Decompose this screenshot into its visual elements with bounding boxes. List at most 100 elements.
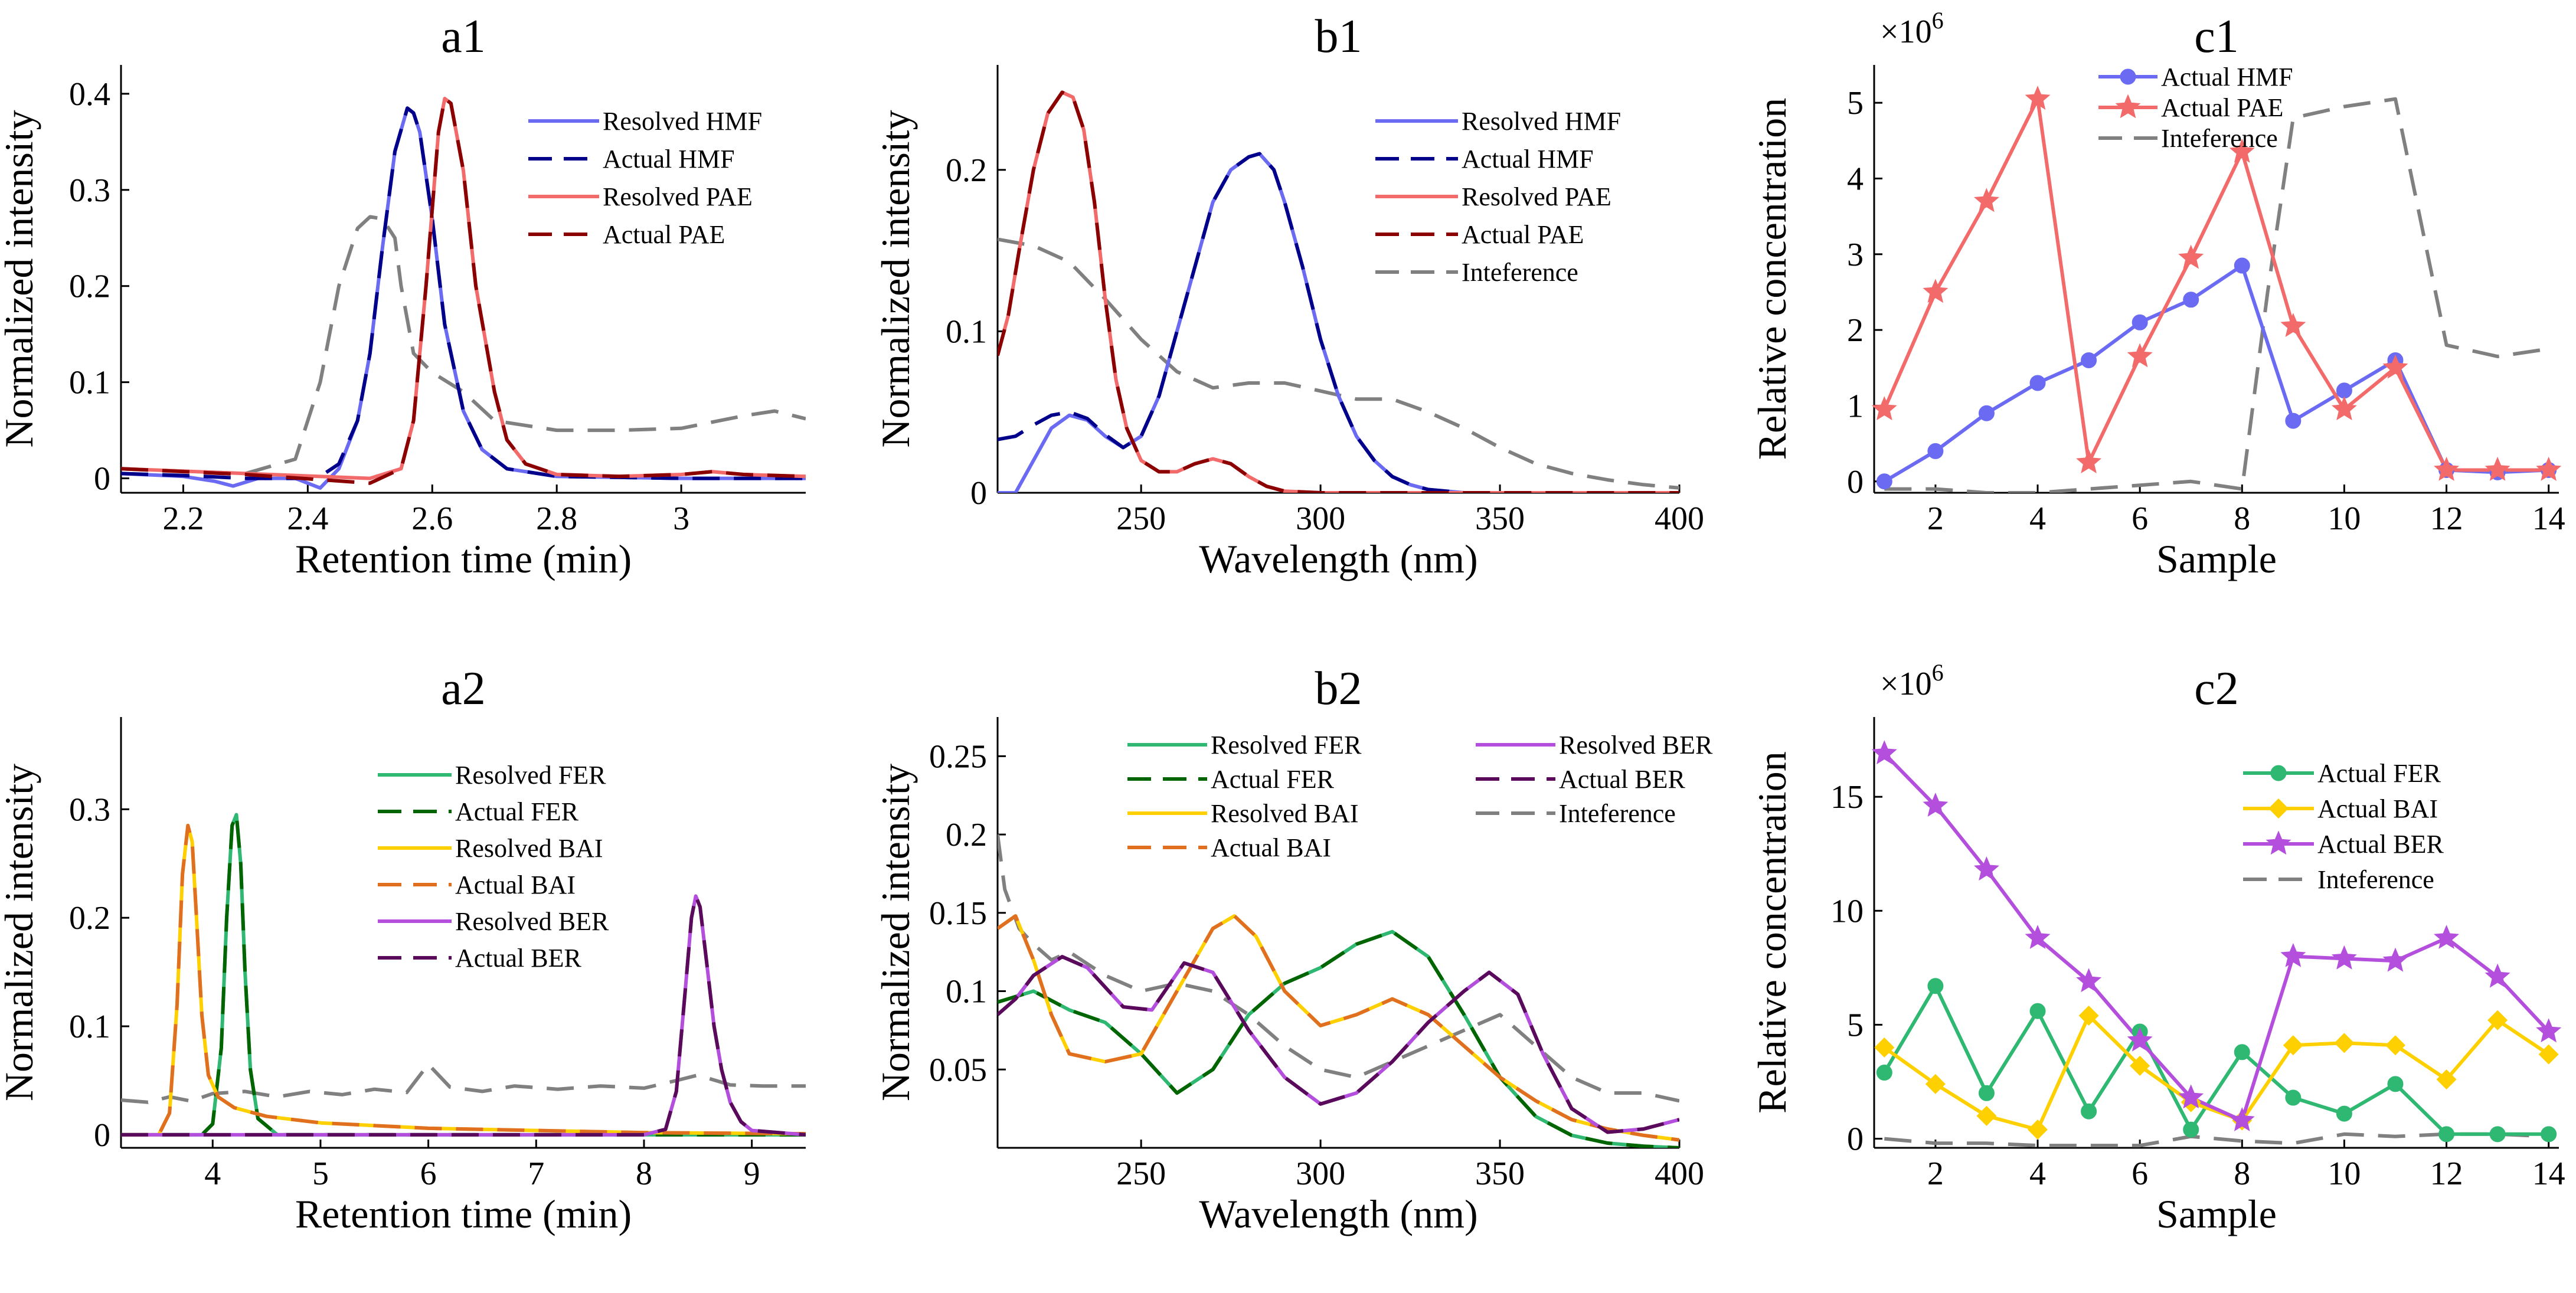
legend-label: Actual BAI [455, 870, 576, 899]
data-point-actual-hmf [2336, 382, 2352, 399]
x-tick-label: 10 [2327, 1155, 2361, 1192]
data-point-actual-hmf [2234, 257, 2250, 274]
y-axis-label: Relative concentration [1750, 751, 1794, 1114]
y-tick-label: 0.2 [946, 152, 987, 189]
x-tick-label: 8 [636, 1155, 652, 1192]
plot-area [998, 90, 1679, 493]
legend-label: Actual BER [1559, 765, 1686, 794]
x-tick-label: 8 [2234, 500, 2250, 537]
x-tick-label: 2 [1927, 500, 1944, 537]
x-tick-label: 2.2 [162, 500, 204, 537]
x-tick-label: 250 [1116, 1155, 1166, 1192]
x-tick-label: 400 [1655, 1155, 1704, 1192]
series-line-inteference [1884, 97, 2549, 493]
x-axis-label: Sample [2156, 536, 2277, 581]
y-axis-label: Normalized intensity [0, 110, 41, 447]
series-line-inteference [121, 215, 806, 476]
series-line-actual-fer [998, 929, 1679, 1148]
data-point-actual-fer [1876, 1065, 1892, 1081]
data-point-actual-bai [2130, 1055, 2150, 1076]
x-tick-label: 3 [673, 500, 689, 537]
data-point-actual-pae [1871, 396, 1897, 421]
series-line-inteference [998, 834, 1679, 1103]
legend-label: Actual FER [455, 797, 579, 826]
data-point-actual-fer [2081, 1103, 2097, 1119]
legend-marker [2120, 68, 2136, 85]
x-tick-label: 14 [2532, 500, 2565, 537]
data-point-actual-ber [2229, 1107, 2255, 1131]
x-axis-label: Retention time (min) [295, 1191, 632, 1236]
x-tick-label: 350 [1475, 500, 1525, 537]
legend-label: Actual PAE [2161, 93, 2283, 122]
y-tick-label: 5 [1847, 85, 1864, 122]
data-point-actual-hmf [2285, 413, 2302, 429]
series-line-actual-ber [1883, 752, 2550, 1122]
data-point-actual-hmf [1978, 405, 1995, 421]
chart-panel-a1: a1 2.2 2.4 2.6 2.8 3 0 0.1 0.2 0.3 0.4 Retention ti… [0, 11, 806, 581]
y-tick-label: 0.25 [929, 738, 987, 775]
y-tick-label: 10 [1830, 893, 1864, 929]
series-line-resolved-bai [998, 914, 1679, 1142]
y-tick-label: 0 [970, 475, 987, 512]
multiplier-base: ×10 [1880, 666, 1932, 702]
y-tick-label: 0 [1847, 1121, 1864, 1158]
axis-multiplier: ×106 [1880, 659, 1944, 702]
series-line-actual-bai [998, 914, 1679, 1142]
legend-marker [2268, 798, 2289, 819]
y-tick-label: 15 [1830, 779, 1864, 816]
legend: Resolved FER Actual FER Resolved BAI Actual… [1127, 731, 1713, 862]
x-tick-label: 400 [1655, 500, 1704, 537]
legend-label: Resolved PAE [603, 182, 753, 211]
x-tick-label: 9 [744, 1155, 760, 1192]
panel-title: a2 [441, 663, 486, 715]
legend-label: Actual BER [2317, 830, 2444, 859]
legend: Actual FER Actual BAI Actual BER Inteferenc… [2243, 759, 2444, 894]
x-tick-label: 10 [2327, 500, 2361, 537]
x-tick-label: 2.6 [411, 500, 453, 537]
legend-label: Actual FER [2317, 759, 2441, 788]
multiplier-exponent: 6 [1932, 7, 1944, 34]
data-point-actual-ber [1871, 740, 1897, 765]
x-tick-label: 14 [2532, 1155, 2565, 1192]
x-tick-label: 8 [2234, 1155, 2250, 1192]
data-point-actual-pae [1923, 279, 1949, 303]
data-point-actual-hmf [2081, 352, 2097, 368]
data-point-actual-fer [2285, 1089, 2302, 1106]
y-tick-label: 0.1 [69, 1009, 110, 1045]
series-line-actual-fer [1882, 984, 2549, 1136]
data-point-actual-hmf [1927, 443, 1944, 459]
data-point-actual-fer [2234, 1044, 2250, 1060]
x-tick-label: 12 [2430, 1155, 2463, 1192]
data-point-actual-pae [2485, 456, 2510, 481]
series-line-actual-bai [1883, 1014, 2550, 1132]
x-tick-label: 300 [1296, 1155, 1345, 1192]
axis-multiplier: ×106 [1880, 7, 1944, 50]
y-tick-label: 0.2 [69, 900, 110, 937]
chart-panel-b2: b2 250 300 350 400 0.05 0.1 0.15 0.2 0.25 Waveleng… [873, 663, 1713, 1236]
legend-label: Actual BAI [2317, 794, 2438, 823]
data-point-actual-pae [1973, 188, 1999, 212]
legend-marker [2115, 94, 2141, 119]
legend-marker [2270, 765, 2287, 781]
legend-label: Actual BER [455, 944, 582, 973]
data-point-actual-fer [2183, 1121, 2199, 1138]
y-tick-label: 0.2 [946, 817, 987, 853]
data-point-actual-pae [2382, 354, 2408, 379]
data-point-actual-pae [2127, 343, 2153, 368]
data-point-actual-ber [2076, 968, 2102, 993]
y-tick-label: 0 [94, 1117, 110, 1154]
y-tick-label: 0 [94, 461, 110, 497]
legend-label: Resolved FER [1211, 731, 1362, 760]
data-point-actual-bai [2334, 1033, 2355, 1053]
x-tick-label: 350 [1475, 1155, 1525, 1192]
legend: Resolved HMF Actual HMF Resolved PAE Actual… [528, 107, 762, 249]
legend-label: Actual HMF [2161, 63, 2293, 91]
legend-label: Resolved BAI [1211, 799, 1359, 828]
data-point-actual-pae [2536, 456, 2562, 481]
legend-label: Resolved HMF [603, 107, 762, 136]
data-point-actual-pae [2434, 456, 2460, 481]
y-tick-label: 0.1 [69, 365, 110, 401]
legend: Resolved FER Actual FER Resolved BAI Actual… [378, 761, 609, 973]
